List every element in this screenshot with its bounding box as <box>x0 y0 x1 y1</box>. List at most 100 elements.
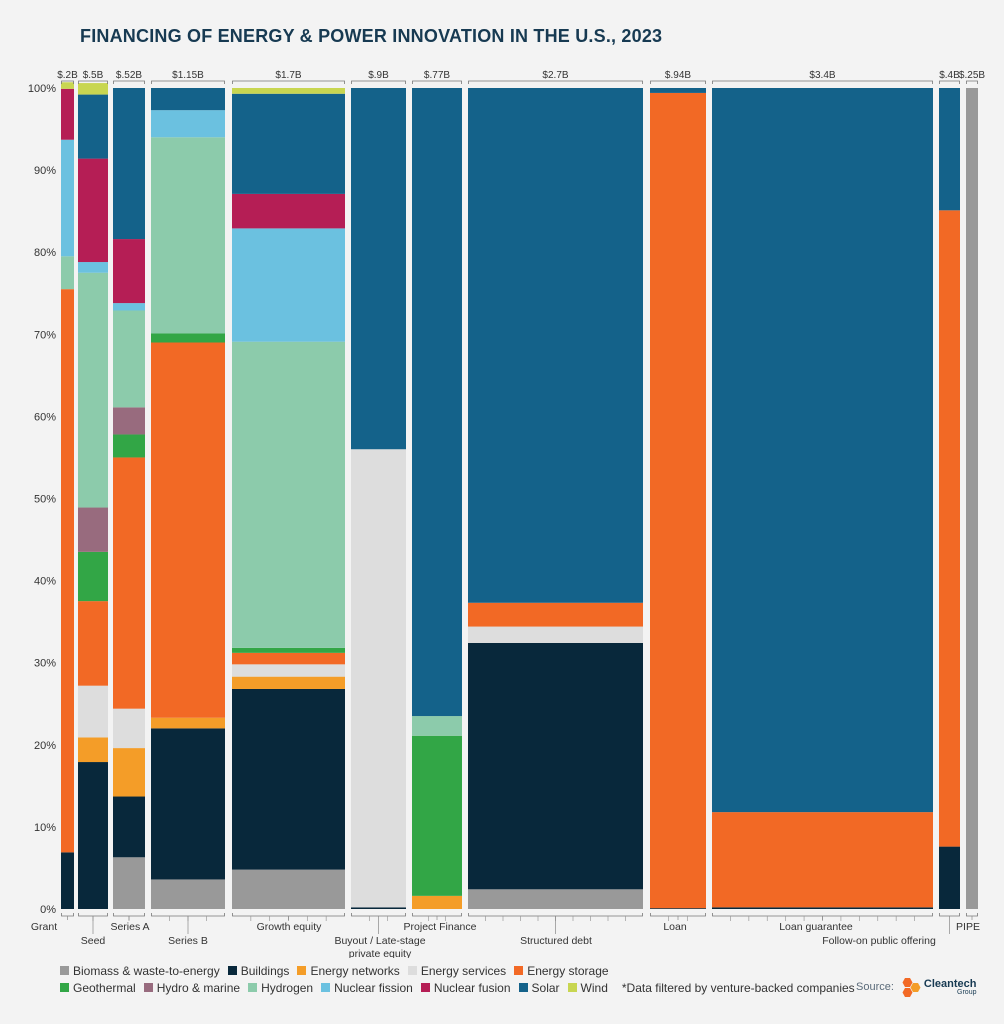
legend-label: Hydrogen <box>261 980 314 995</box>
logo-word: Cleantech <box>923 977 977 990</box>
y-tick-label: 70% <box>34 329 56 341</box>
legend-label: Biomass & waste-to-energy <box>73 963 220 978</box>
legend-label: Energy services <box>420 963 507 978</box>
column-total-label: $1.15B <box>172 70 204 81</box>
legend-item: Geothermal <box>60 981 136 995</box>
bar-segment <box>232 193 345 229</box>
bar-segment <box>113 303 145 311</box>
category-label: Follow-on public offering <box>822 935 936 947</box>
column-total-label: $.4B <box>939 70 960 81</box>
category-label: Loan guarantee <box>779 921 853 933</box>
bar-segment <box>232 647 345 653</box>
bar-segment <box>61 82 74 89</box>
legend-item: Energy storage <box>514 964 609 978</box>
column-bracket-bottom <box>650 913 706 917</box>
bar-segment <box>650 88 706 93</box>
category-label-line2: private equity <box>349 948 412 958</box>
bar-segment <box>151 110 225 138</box>
y-tick-label: 40% <box>34 576 56 588</box>
category-label: Buyout / Late-stage <box>334 935 425 947</box>
column-bracket <box>939 80 960 84</box>
bar-segment <box>966 88 978 909</box>
column-bracket-bottom <box>151 913 225 917</box>
bar-segment <box>78 262 108 273</box>
bar-segment <box>232 88 345 94</box>
legend-swatch <box>567 983 577 992</box>
bar-segment <box>61 256 74 290</box>
bar-segment <box>412 735 462 896</box>
bar-segment <box>151 879 225 909</box>
column-bracket-bottom <box>468 913 643 917</box>
legend-swatch <box>60 966 69 975</box>
bar-segment <box>78 737 108 763</box>
bar-segment <box>78 272 108 508</box>
legend-label: Solar <box>531 980 560 995</box>
bar-segment <box>468 889 643 909</box>
bar-segment <box>151 728 225 880</box>
legend-item: Biomass & waste-to-energy <box>60 964 220 978</box>
bar-segment <box>78 94 108 159</box>
column-bracket-bottom <box>351 913 406 917</box>
y-tick-label: 100% <box>28 83 56 95</box>
legend-row-1: Biomass & waste-to-energy Buildings Energy… <box>60 962 880 979</box>
bar-segment <box>151 333 225 343</box>
bar-segment <box>113 457 145 709</box>
bar-segment <box>78 83 108 95</box>
y-tick-label: 10% <box>34 822 56 834</box>
bar-segment <box>939 846 960 909</box>
category-label: Structured debt <box>520 935 592 947</box>
legend-swatch <box>518 983 528 992</box>
legend: Biomass & waste-to-energy Buildings Energy… <box>60 962 880 996</box>
legend-label: Geothermal <box>73 980 136 995</box>
cleantech-logo-icon <box>902 978 921 997</box>
bar-segment <box>151 137 225 334</box>
bar-segment <box>78 551 108 602</box>
bar-segment <box>650 92 706 909</box>
bar-segment <box>113 310 145 408</box>
column-bracket <box>650 80 706 84</box>
column-bracket <box>113 80 145 84</box>
column-bracket <box>78 80 108 84</box>
column-total-label: $.77B <box>424 70 450 81</box>
y-tick-label: 80% <box>34 247 56 259</box>
bar-segment <box>468 642 643 890</box>
bar-segment <box>468 602 643 627</box>
legend-swatch <box>514 966 524 975</box>
column-bracket <box>712 80 933 84</box>
legend-item: Energy services <box>407 963 507 978</box>
legend-item: Hydrogen <box>248 981 313 995</box>
bar-segment <box>232 93 345 194</box>
bar-segment <box>113 708 145 749</box>
column-bracket <box>468 80 643 84</box>
bar-segment <box>151 88 225 111</box>
bar-segment <box>113 407 145 435</box>
bar-segment <box>113 748 145 797</box>
bar-segment <box>412 88 462 717</box>
legend-swatch <box>407 966 417 975</box>
y-tick-label: 30% <box>34 658 56 670</box>
legend-label: Buildings <box>240 963 290 978</box>
column-bracket-bottom <box>712 913 933 917</box>
legend-item: Nuclear fission <box>321 981 413 995</box>
bar-segment <box>939 210 960 847</box>
category-label: Project Finance <box>404 921 477 933</box>
bar-segment <box>232 652 345 665</box>
legend-swatch <box>227 966 237 975</box>
bar-segment <box>113 857 145 909</box>
column-bracket <box>351 80 406 84</box>
y-tick-label: 60% <box>34 411 56 423</box>
bar-segment <box>78 685 108 738</box>
legend-item: Solar <box>518 980 560 995</box>
bar-segment <box>151 717 225 729</box>
legend-swatch <box>297 966 307 975</box>
column-total-label: $.9B <box>368 70 389 81</box>
legend-item: Energy networks <box>297 964 400 978</box>
column-bracket <box>151 80 225 84</box>
bar-segment <box>412 895 462 909</box>
category-label: Grant <box>31 921 57 933</box>
column-total-label: $.25B <box>959 70 985 81</box>
column-total-label: $.94B <box>665 70 691 81</box>
category-label: Series B <box>168 935 208 947</box>
chart-plot: 0% 10% 20% 30% 40% 50% 60% 70% 80% 90% 100%$.2B Gra… <box>28 70 986 958</box>
column-bracket-bottom <box>966 913 978 917</box>
